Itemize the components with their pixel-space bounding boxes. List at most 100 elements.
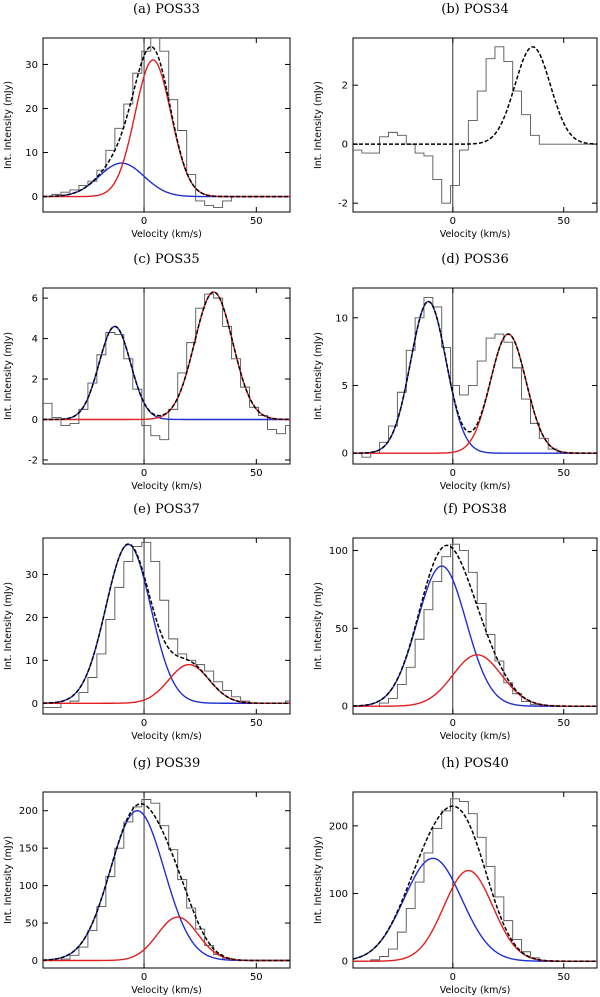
x-axis-label: Velocity (km/s) (131, 229, 202, 240)
y-tick-label: 0 (32, 956, 38, 967)
x-tick-label: 0 (450, 216, 456, 227)
observed-spectrum (43, 799, 290, 961)
x-tick-label: 0 (450, 468, 456, 479)
x-tick-label: 50 (250, 972, 263, 983)
y-tick-label: 200 (19, 806, 38, 817)
plot-area (43, 538, 290, 714)
y-tick-label: 20 (25, 104, 38, 115)
panel-title: (b) POS34 (441, 2, 508, 17)
y-tick-label: 150 (19, 844, 38, 855)
y-tick-label: 2 (32, 375, 38, 386)
y-axis-label: Int. Intensity (mJy) (313, 836, 324, 924)
y-tick-label: 6 (32, 294, 38, 305)
x-axis-label: Velocity (km/s) (440, 229, 511, 240)
plot-area (353, 38, 597, 212)
y-tick-label: 0 (342, 957, 348, 968)
fit-component-2 (353, 333, 597, 454)
plot-area (43, 288, 290, 464)
plot-frame (42, 37, 291, 213)
fit-component-2 (43, 291, 290, 421)
y-tick-label: 0 (32, 192, 38, 203)
y-tick-label: 30 (25, 570, 38, 581)
x-tick-label: 0 (141, 718, 147, 729)
fit-component-1 (43, 325, 290, 421)
fit-component-1 (353, 565, 597, 707)
y-tick-label: 100 (329, 889, 348, 900)
plot-area (43, 38, 290, 212)
observed-spectrum (43, 541, 290, 709)
y-tick-label: -2 (28, 455, 38, 466)
total-fit-curve (43, 45, 290, 198)
plot-frame (352, 37, 598, 213)
panel-1: (a) POS33 0 50 0 10 20 30 Velocity (km/s) Int. I… (3, 2, 291, 240)
plot-frame (352, 791, 598, 969)
x-axis-label: Velocity (km/s) (131, 481, 202, 492)
plot-area (353, 792, 597, 968)
y-tick-label: 30 (25, 60, 38, 71)
x-tick-label: 50 (557, 972, 570, 983)
fit-component-2 (43, 916, 290, 962)
y-tick-label: -2 (338, 199, 348, 210)
x-tick-label: 50 (250, 216, 263, 227)
total-fit-curve (353, 46, 597, 145)
y-tick-label: 100 (19, 881, 38, 892)
panel-4: (d) POS36 0 50 0 5 10 Velocity (km/s) Int. Inte… (313, 252, 598, 492)
x-tick-label: 0 (141, 216, 147, 227)
panel-title: (d) POS36 (441, 252, 508, 267)
panel-title: (a) POS33 (133, 2, 200, 17)
y-axis-label: Int. Intensity (mJy) (313, 582, 324, 670)
y-tick-label: 4 (32, 334, 38, 345)
x-tick-label: 50 (250, 718, 263, 729)
panel-title: (g) POS39 (133, 756, 200, 771)
x-axis-label: Velocity (km/s) (440, 731, 511, 742)
y-axis-label: Int. Intensity (mJy) (3, 582, 14, 670)
total-fit-curve (43, 803, 290, 962)
panel-title: (h) POS40 (441, 756, 509, 771)
panel-title: (e) POS37 (133, 502, 200, 517)
plot-frame (352, 537, 598, 715)
panel-title: (c) POS35 (133, 252, 199, 267)
panel-2: (b) POS34 0 50 -2 0 2 Velocity (km/s) Int. Inte… (313, 2, 598, 240)
x-axis-label: Velocity (km/s) (131, 731, 202, 742)
x-axis-label: Velocity (km/s) (440, 481, 511, 492)
y-tick-label: 10 (25, 656, 38, 667)
panel-title: (f) POS38 (443, 502, 507, 517)
fit-component-1 (43, 162, 290, 198)
x-tick-label: 50 (557, 216, 570, 227)
x-tick-label: 50 (557, 718, 570, 729)
y-tick-label: 0 (342, 140, 348, 151)
panel-5: (e) POS37 0 50 0 10 20 30 Velocity (km/s) Int. I… (3, 502, 291, 742)
y-axis-label: Int. Intensity (mJy) (3, 81, 14, 169)
fit-component-2 (43, 59, 290, 198)
y-axis-label: Int. Intensity (mJy) (313, 332, 324, 420)
observed-spectrum (353, 543, 597, 707)
x-tick-label: 0 (141, 972, 147, 983)
x-tick-label: 50 (250, 468, 263, 479)
x-tick-label: 50 (557, 468, 570, 479)
panel-8: (h) POS40 0 50 0 100 200 Velocity (km/s) Int. I… (313, 756, 598, 996)
y-tick-label: 0 (342, 449, 348, 460)
plot-area (353, 538, 597, 714)
y-tick-label: 0 (32, 415, 38, 426)
y-tick-label: 100 (329, 546, 348, 557)
x-tick-label: 0 (450, 718, 456, 729)
plot-frame (42, 287, 291, 465)
panel-3: (c) POS35 0 50 -2 0 2 4 6 Velocity (km/s) Int. In… (3, 252, 291, 492)
y-tick-label: 10 (335, 313, 348, 324)
y-tick-label: 0 (32, 699, 38, 710)
observed-spectrum (43, 293, 290, 441)
observed-spectrum (43, 38, 290, 209)
plot-area (353, 288, 597, 464)
x-tick-label: 0 (141, 468, 147, 479)
fit-component-1 (43, 810, 290, 962)
y-tick-label: 10 (25, 148, 38, 159)
y-tick-label: 200 (329, 821, 348, 832)
observed-spectrum (353, 798, 597, 962)
fit-component-1 (43, 543, 290, 704)
panel-6: (f) POS38 0 50 0 50 100 Velocity (km/s) Int. In… (313, 502, 598, 742)
total-fit-curve (43, 543, 290, 705)
plot-area (43, 792, 290, 968)
total-fit-curve (43, 291, 290, 421)
observed-spectrum (353, 297, 597, 458)
y-axis-label: Int. Intensity (mJy) (313, 81, 324, 169)
